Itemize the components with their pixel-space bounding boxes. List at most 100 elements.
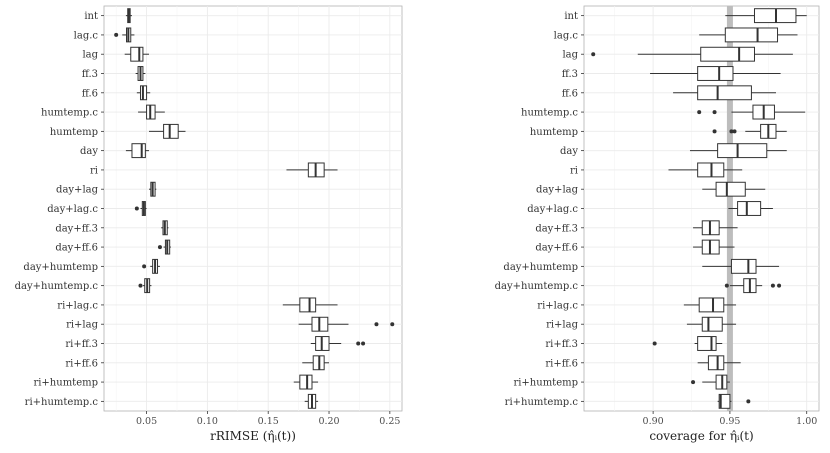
iqr-box <box>724 27 779 43</box>
box-day-lag-c <box>134 201 147 216</box>
box-lag-c <box>699 27 798 43</box>
outlier-point <box>390 322 395 327</box>
iqr-box <box>697 85 752 101</box>
x-tick-label: 0.05 <box>136 416 157 427</box>
box-humtemp-c <box>138 104 165 120</box>
box-day-ff-6 <box>693 239 735 255</box>
outlier-point <box>374 322 379 327</box>
iqr-box <box>717 143 768 159</box>
box-ri-ff-3 <box>310 336 366 351</box>
outlier-point <box>361 341 366 346</box>
y-tick-label: ff.3 <box>562 69 578 80</box>
outlier-point <box>697 110 702 115</box>
iqr-box <box>130 46 144 62</box>
x-tick-label: 1.00 <box>796 416 817 427</box>
x-tick-label: 0.25 <box>379 416 400 427</box>
y-tick-label: humtemp.c <box>521 108 578 119</box>
box-day-humtemp <box>142 258 160 274</box>
y-tick-label: day+ff.6 <box>535 243 578 254</box>
box-day-lag <box>149 181 157 197</box>
box-ri-ff-6 <box>697 355 741 371</box>
y-tick-label: ri+lag <box>546 320 579 331</box>
box-humtemp-c <box>697 104 806 120</box>
y-tick-label: int <box>84 11 98 22</box>
iqr-box <box>299 374 313 390</box>
outlier-point <box>777 283 782 288</box>
outlier-point <box>691 380 696 385</box>
box-lag <box>591 46 793 62</box>
iqr-box <box>698 297 725 313</box>
y-tick-label: day+ff.6 <box>55 243 98 254</box>
iqr-box <box>700 46 755 62</box>
y-tick-label: day+lag <box>56 185 99 196</box>
x-tick-label: 0.15 <box>258 416 279 427</box>
y-tick-label: ri+ff.3 <box>545 339 578 350</box>
iqr-box <box>131 143 146 159</box>
x-tick-label: 0.95 <box>719 416 740 427</box>
outlier-point <box>729 129 734 134</box>
box-ri <box>286 162 338 178</box>
outlier-point <box>356 341 361 346</box>
box-lag-c <box>114 27 135 43</box>
outlier-point <box>732 129 737 134</box>
box-day <box>689 143 787 159</box>
box-day-ff-3 <box>161 220 169 236</box>
box-day <box>125 143 150 159</box>
x-tick-label: 0.10 <box>197 416 218 427</box>
box-day-lag-c <box>728 201 773 216</box>
box-day-humtemp <box>702 258 780 274</box>
box-ri-humtemp-c <box>304 393 319 409</box>
outlier-point <box>157 245 162 250</box>
y-tick-label: lag <box>562 50 578 61</box>
y-tick-label: humtemp.c <box>41 108 98 119</box>
y-tick-label: day <box>560 146 578 157</box>
outlier-point <box>114 32 119 37</box>
box-lag <box>124 46 150 62</box>
outlier-point <box>134 206 139 211</box>
iqr-box <box>697 336 717 351</box>
y-tick-label: ri+lag <box>66 320 99 331</box>
box-day-ff-3 <box>693 220 738 236</box>
outlier-point <box>712 110 717 115</box>
y-tick-label: ri+lag.c <box>537 300 578 311</box>
y-tick-label: day+humtemp <box>503 262 578 273</box>
box-ff-3 <box>135 66 146 81</box>
box-day-lag <box>702 181 766 197</box>
iqr-box <box>163 123 179 139</box>
box-ri <box>668 162 743 178</box>
outlier-point <box>652 341 657 346</box>
box-int <box>725 8 807 24</box>
outlier-point <box>724 283 729 288</box>
y-tick-label: ri+humtemp.c <box>505 397 579 408</box>
y-tick-label: day+ff.3 <box>55 223 98 234</box>
box-ri-humtemp <box>691 374 730 390</box>
x-tick-label: 0.20 <box>318 416 339 427</box>
iqr-box <box>730 258 757 274</box>
box-int <box>125 8 132 24</box>
box-ri-ff-6 <box>302 355 330 371</box>
box-day-humtemp-c <box>724 278 782 294</box>
y-tick-label: ri+ff.6 <box>545 358 578 369</box>
y-tick-label: day+ff.3 <box>535 223 578 234</box>
box-ri-humtemp-c <box>717 393 751 409</box>
x-tick-label: 0.90 <box>643 416 664 427</box>
outlier-point <box>138 283 143 288</box>
outlier-point <box>770 283 775 288</box>
outlier-point <box>746 399 751 404</box>
y-tick-label: ff.6 <box>82 88 98 99</box>
y-tick-label: day+humtemp.c <box>15 281 99 292</box>
outlier-point <box>712 129 717 134</box>
y-tick-label: day <box>80 146 98 157</box>
box-ri-lag-c <box>683 297 737 313</box>
y-tick-label: ri+humtemp.c <box>25 397 99 408</box>
coverage-boxplot-panel: int lag.c lag ff.3 ff.6 humtemp.c humtemp day ri… <box>495 5 820 443</box>
y-tick-label: humtemp <box>530 127 578 138</box>
box-ff-6 <box>136 85 151 101</box>
iqr-box <box>737 201 762 216</box>
y-tick-label: int <box>564 11 578 22</box>
y-tick-label: ri+lag.c <box>57 300 98 311</box>
x-axis-title: rRIMSE (η̂ᵢ(t)) <box>210 429 296 443</box>
y-tick-label: ff.6 <box>562 88 578 99</box>
y-tick-label: day+humtemp <box>23 262 98 273</box>
iqr-box <box>707 355 725 371</box>
